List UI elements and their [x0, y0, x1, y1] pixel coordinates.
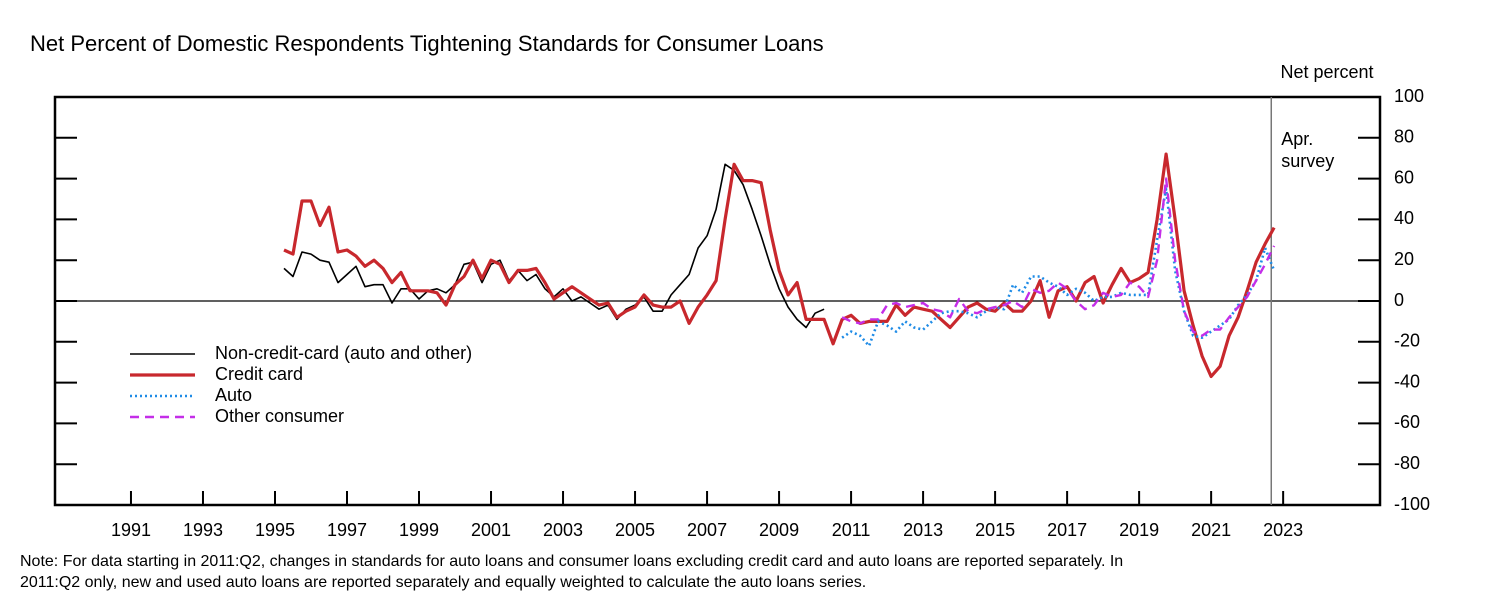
- y-tick-label: -40: [1394, 371, 1420, 391]
- x-tick-label: 2003: [543, 520, 583, 540]
- y-tick-label: 40: [1394, 208, 1414, 228]
- x-tick-label: 2007: [687, 520, 727, 540]
- x-tick-label: 2023: [1263, 520, 1303, 540]
- x-tick-label: 2011: [832, 520, 871, 540]
- x-tick-label: 1995: [255, 520, 295, 540]
- series-line: [841, 187, 1276, 348]
- x-tick-label: 2015: [975, 520, 1015, 540]
- annotation: survey: [1281, 151, 1334, 171]
- y-tick-label: 60: [1394, 167, 1414, 187]
- x-tick-label: 2013: [903, 520, 943, 540]
- series-line: [283, 163, 825, 329]
- x-tick-label: 1993: [183, 520, 223, 540]
- chart-title: Net Percent of Domestic Respondents Tigh…: [30, 31, 824, 56]
- note-line: Note: For data starting in 2011:Q2, chan…: [20, 553, 1123, 570]
- y-tick-label: 0: [1394, 290, 1404, 310]
- annotation: Apr.: [1281, 129, 1313, 149]
- y-tick-label: 20: [1394, 249, 1414, 269]
- x-tick-label: 1991: [111, 520, 151, 540]
- y-tick-label: -100: [1394, 494, 1430, 514]
- x-tick-label: 2001: [471, 520, 511, 540]
- y-tick-label: -60: [1394, 412, 1420, 432]
- x-tick-label: 1997: [327, 520, 367, 540]
- legend-label: Auto: [215, 385, 252, 405]
- x-tick-label: 2005: [615, 520, 655, 540]
- legend-label: Other consumer: [215, 406, 344, 426]
- legend-label: Non-credit-card (auto and other): [215, 343, 472, 363]
- x-tick-label: 2021: [1191, 520, 1231, 540]
- x-tick-label: 2017: [1047, 520, 1087, 540]
- x-tick-label: 2009: [759, 520, 799, 540]
- y-axis-label: Net percent: [1280, 62, 1373, 82]
- y-tick-label: 80: [1394, 127, 1414, 147]
- legend-label: Credit card: [215, 364, 303, 384]
- y-tick-label: 100: [1394, 86, 1424, 106]
- y-tick-label: -80: [1394, 453, 1420, 473]
- note-line: 2011:Q2 only, new and used auto loans ar…: [20, 574, 866, 591]
- y-tick-label: -20: [1394, 331, 1420, 351]
- x-tick-label: 1999: [399, 520, 439, 540]
- series-line: [283, 152, 1276, 379]
- series-line: [841, 177, 1276, 337]
- x-tick-label: 2019: [1119, 520, 1159, 540]
